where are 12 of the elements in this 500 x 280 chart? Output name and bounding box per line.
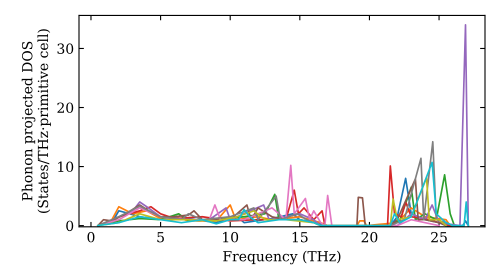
y-tick-label: 0 bbox=[66, 220, 74, 232]
y-tick-label: 10 bbox=[58, 162, 74, 172]
y-tick-label: 30 bbox=[58, 43, 74, 54]
x-tick-label: 20 bbox=[362, 232, 378, 242]
y-tick-label: 20 bbox=[57, 102, 74, 113]
x-tick-label: 10 bbox=[223, 232, 238, 242]
x-tick-label: 0 bbox=[87, 232, 94, 242]
x-tick-label: 25 bbox=[431, 232, 447, 242]
y-axis-title: Phonon projected DOS (States/THz·primitive cell) bbox=[22, 29, 51, 213]
x-tick-label: 15 bbox=[292, 232, 308, 242]
x-axis-title: Frequency (THz) bbox=[223, 250, 340, 264]
x-tick-label: 5 bbox=[157, 232, 164, 242]
